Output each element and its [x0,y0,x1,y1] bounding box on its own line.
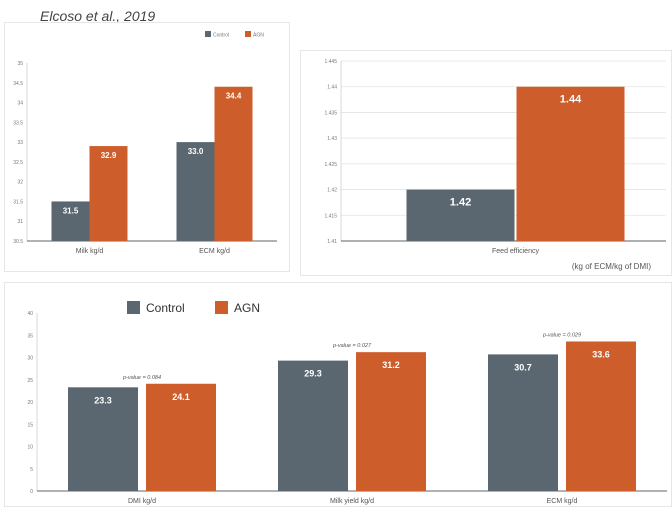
y-tick-label: 32 [17,180,23,186]
value-label: 31.2 [382,360,400,370]
y-tick-label: 15 [27,422,33,428]
agn-bar [214,86,253,241]
control-bar [406,189,515,241]
category-label: Milk yield kg/d [330,498,374,505]
value-label: 23.3 [94,395,112,405]
p-value-label: p-value = 0.029 [542,332,581,338]
y-tick-label: 34.5 [13,81,23,87]
category-label: ECM kg/d [199,248,230,255]
y-tick-label: 25 [27,378,33,384]
control-bar [488,354,558,491]
agn-bar [516,86,625,241]
y-tick-label: 1.425 [324,162,337,168]
y-tick-label: 20 [27,400,33,406]
value-label: 33.6 [592,349,610,359]
agn-bar [356,352,426,491]
feed-efficiency-chart-svg: 1.41 1.415 1.42 1.425 1.43 1.435 1.44 1.445 1.42… [324,59,666,271]
feed-efficiency-chart: 1.41 1.415 1.42 1.425 1.43 1.435 1.44 1.445 1.42… [300,50,672,276]
control-bar [68,387,138,491]
legend-label: Control [213,33,229,39]
p-value-label: p-value = 0.027 [332,343,372,349]
y-tick-label: 5 [30,467,33,473]
value-label: 24.1 [172,392,190,402]
legend-label: AGN [234,301,260,315]
category-label: Milk kg/d [76,248,104,255]
control-bar [51,201,90,241]
control-legend-swatch [127,301,140,314]
y-tick-label: 0 [30,489,33,495]
value-label: 1.42 [450,197,471,209]
y-tick-label: 33.5 [13,120,23,126]
y-tick-label: 30 [27,356,33,362]
y-tick-label: 10 [27,445,33,451]
y-tick-label: 31.5 [13,199,23,205]
y-tick-label: 1.44 [327,85,337,91]
control-legend-swatch [205,31,211,37]
value-label: 29.3 [304,369,322,379]
agn-bar [566,341,636,491]
value-label: 32.9 [101,151,117,160]
control-bar [176,142,215,241]
y-tick-label: 1.43 [327,136,337,142]
agn-legend-swatch [215,301,228,314]
value-label: 34.4 [226,92,242,101]
agn-bar [89,146,128,241]
value-label: 1.44 [560,94,582,106]
y-tick-label: 1.435 [324,110,337,116]
category-label: ECM kg/d [547,498,578,505]
legend-label: AGN [253,33,264,39]
category-label: DMI kg/d [128,498,156,505]
dmi-milk-ecm-chart-svg: 0 5 10 15 20 25 30 35 40 23.3 24.1 DMI kg/d p-value … [27,301,667,505]
y-tick-label: 40 [27,311,33,317]
y-tick-label: 35 [17,61,23,67]
control-bar [278,360,348,491]
y-tick-label: 30.5 [13,239,23,245]
y-tick-label: 31 [17,219,23,225]
value-label: 31.5 [63,206,79,215]
agn-legend-swatch [245,31,251,37]
y-tick-label: 35 [27,333,33,339]
milk-ecm-chart: 30.5 31 31.5 32 32.5 33 33.5 34 34.5 35 31.5 32.9 Mi… [4,22,290,272]
value-label: 33.0 [188,147,204,156]
legend-label: Control [146,301,185,315]
y-tick-label: 1.42 [327,188,337,194]
y-tick-label: 1.415 [324,213,337,219]
agn-bar [146,383,216,491]
p-value-label: p-value = 0.084 [122,375,161,381]
y-tick-label: 33 [17,140,23,146]
category-label: Feed efficiency [492,248,539,255]
x-axis-unit-label: (kg of ECM/kg of DMI) [572,262,651,271]
citation: Elcoso et al., 2019 [40,8,156,24]
y-tick-label: 34 [17,101,23,107]
dmi-milk-ecm-chart: 0 5 10 15 20 25 30 35 40 23.3 24.1 DMI kg/d p-value … [4,282,672,507]
milk-ecm-chart-svg: 30.5 31 31.5 32 32.5 33 33.5 34 34.5 35 31.5 32.9 Mi… [13,31,277,255]
y-tick-label: 32.5 [13,160,23,166]
y-tick-label: 1.41 [327,239,337,245]
value-label: 30.7 [514,362,532,372]
y-tick-label: 1.445 [324,59,337,65]
